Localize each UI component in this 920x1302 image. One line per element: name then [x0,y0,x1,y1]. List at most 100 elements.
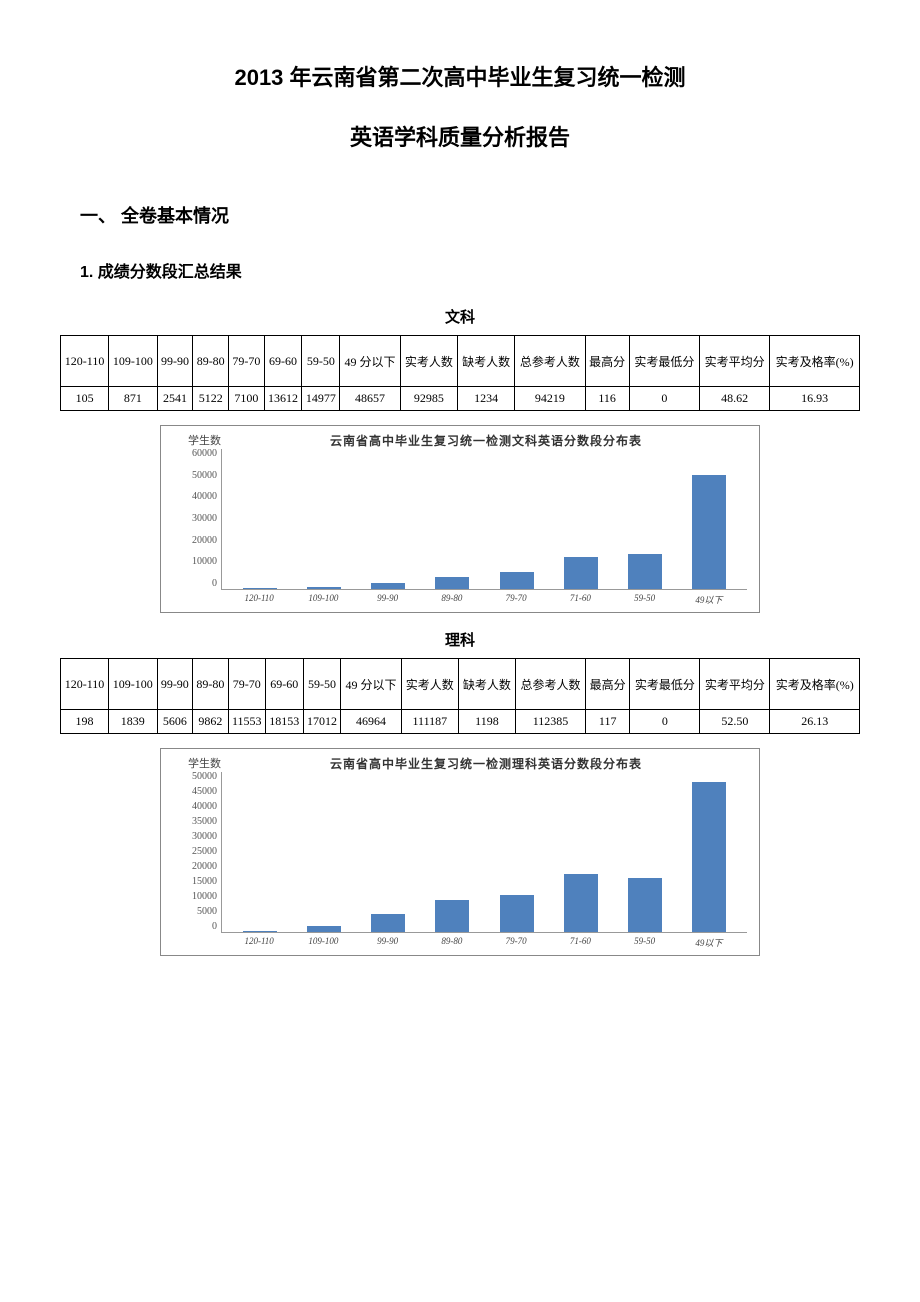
table-header-cell: 89-80 [193,336,229,387]
chart-y-axis: 5000045000400003500030000250002000015000… [173,772,221,932]
table-header-cell: 69-60 [265,659,303,710]
chart-x-label: 109-100 [300,593,346,606]
doc-title-main: 2013 年云南省第二次高中毕业生复习统一检测 [60,60,860,92]
chart-x-label: 99-90 [365,936,411,949]
chart-y-tick: 15000 [173,877,217,887]
table-cell: 13612 [264,387,302,411]
table-cell: 117 [586,710,630,734]
chart-x-label: 79-70 [493,593,539,606]
table-cell: 92985 [400,387,457,411]
table-header-cell: 实考最低分 [630,659,700,710]
table-cell: 0 [629,387,699,411]
table-cell: 2541 [157,387,193,411]
table-cell: 18153 [265,710,303,734]
chart-bar [243,588,277,589]
chart-y-title: 学生数 [173,432,225,448]
table-cell: 112385 [516,710,586,734]
table-header-cell: 实考平均分 [700,659,770,710]
chart-bar [628,878,662,932]
table-cell: 198 [61,710,109,734]
chart-bar [243,931,277,932]
chart-y-title: 学生数 [173,755,225,771]
chart-x-label: 120-110 [236,936,282,949]
chart-y-tick: 60000 [173,449,217,459]
chart-bar [692,782,726,932]
table-cell: 871 [109,387,158,411]
chart-bar [307,587,341,589]
table-cell: 16.93 [770,387,860,411]
table-cell: 46964 [341,710,401,734]
chart-plot-area [221,772,747,933]
caption-li: 理科 [60,629,860,650]
chart-x-label: 59-50 [622,936,668,949]
chart-x-label: 99-90 [365,593,411,606]
table-header-cell: 79-70 [229,336,265,387]
table-header-cell: 59-50 [302,336,340,387]
chart-bar [435,577,469,589]
table-header-cell: 实考最低分 [629,336,699,387]
section-1-1-heading: 1. 成绩分数段汇总结果 [80,258,860,282]
chart-y-tick: 30000 [173,832,217,842]
chart-y-tick: 25000 [173,847,217,857]
table-cell: 52.50 [700,710,770,734]
table-header-cell: 总参考人数 [516,659,586,710]
table-cell: 0 [630,710,700,734]
chart-y-tick: 10000 [173,892,217,902]
chart-x-label: 89-80 [429,936,475,949]
table-cell: 105 [61,387,109,411]
doc-title-sub: 英语学科质量分析报告 [60,120,860,152]
table-header-cell: 实考及格率(%) [770,336,860,387]
table-li: 120-110109-10099-9089-8079-7069-6059-504… [60,658,860,734]
table-header-cell: 最高分 [585,336,629,387]
table-header-cell: 59-50 [303,659,341,710]
table-header-cell: 实考人数 [400,336,457,387]
chart-bar [628,554,662,589]
table-header-cell: 实考人数 [401,659,458,710]
chart-bar [371,914,405,932]
table-header-cell: 实考平均分 [700,336,770,387]
chart-y-tick: 50000 [173,772,217,782]
chart-y-tick: 5000 [173,907,217,917]
table-cell: 7100 [229,387,265,411]
table-header-cell: 49 分以下 [340,336,401,387]
table-cell: 17012 [303,710,341,734]
table-cell: 1198 [458,710,515,734]
chart-y-tick: 50000 [173,471,217,481]
table-cell: 1234 [458,387,515,411]
chart-title: 云南省高中毕业生复习统一检测文科英语分数段分布表 [225,432,747,449]
table-header-cell: 120-110 [61,659,109,710]
chart-y-tick: 40000 [173,802,217,812]
table-cell: 48657 [340,387,401,411]
chart-bar [692,475,726,589]
table-header-cell: 实考及格率(%) [770,659,860,710]
chart-bar [307,926,341,932]
table-header-cell: 109-100 [109,336,158,387]
chart-x-label: 89-80 [429,593,475,606]
table-cell: 5122 [193,387,229,411]
chart-y-axis: 6000050000400003000020000100000 [173,449,221,589]
chart-x-label: 71-60 [557,936,603,949]
chart-y-tick: 20000 [173,862,217,872]
chart-li: 学生数云南省高中毕业生复习统一检测理科英语分数段分布表5000045000400… [160,748,760,956]
table-cell: 48.62 [700,387,770,411]
chart-x-label: 49以下 [686,593,732,606]
chart-title: 云南省高中毕业生复习统一检测理科英语分数段分布表 [225,755,747,772]
chart-x-label: 120-110 [236,593,282,606]
chart-x-label: 71-60 [557,593,603,606]
table-header-cell: 79-70 [228,659,265,710]
chart-bar [500,572,534,589]
table-header-cell: 99-90 [157,336,193,387]
chart-y-tick: 20000 [173,536,217,546]
chart-x-axis: 120-110109-10099-9089-8079-7071-6059-504… [221,590,747,606]
table-header-cell: 109-100 [109,659,158,710]
table-header-cell: 最高分 [586,659,630,710]
chart-y-tick: 10000 [173,557,217,567]
chart-wen: 学生数云南省高中毕业生复习统一检测文科英语分数段分布表6000050000400… [160,425,760,613]
table-header-cell: 120-110 [61,336,109,387]
table-cell: 94219 [515,387,585,411]
chart-x-label: 79-70 [493,936,539,949]
chart-bar [371,583,405,589]
table-header-cell: 89-80 [193,659,229,710]
chart-plot-area [221,449,747,590]
table-header-cell: 缺考人数 [458,336,515,387]
